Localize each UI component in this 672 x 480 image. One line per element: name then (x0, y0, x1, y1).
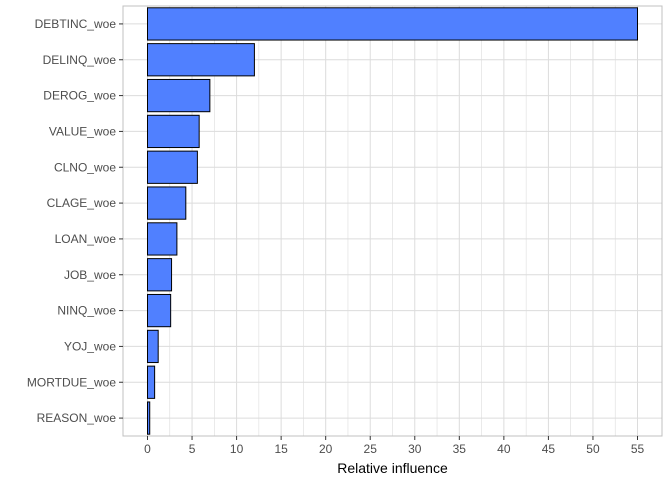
x-tick-label: 25 (364, 442, 378, 456)
bar-loan-woe (147, 222, 178, 256)
x-tick-label: 35 (453, 442, 467, 456)
y-tick-label: LOAN_woe (55, 232, 117, 246)
bar-clage-woe (147, 186, 187, 220)
y-tick-label: DEROG_woe (43, 89, 116, 103)
y-tick-label: DELINQ_woe (43, 53, 117, 67)
y-tick-label: MORTDUE_woe (27, 375, 116, 389)
y-tick-label: VALUE_woe (49, 124, 116, 138)
x-axis-ticks: 0 5 10 15 20 25 30 35 40 45 50 55 (144, 436, 644, 456)
bar-debtinc-woe (147, 7, 638, 41)
bar-clno-woe (147, 150, 198, 184)
x-tick-label: 40 (497, 442, 511, 456)
bar-mortdue-woe (147, 365, 156, 399)
x-axis-title: Relative influence (337, 460, 448, 476)
bar-job-woe (147, 258, 173, 292)
x-tick-label: 0 (144, 442, 151, 456)
x-tick-label: 45 (542, 442, 556, 456)
bar-reason-woe (147, 401, 151, 435)
y-axis-ticks: DEBTINC_woe DELINQ_woe DEROG_woe VALUE_woe C… (27, 17, 123, 425)
y-tick-label: YOJ_woe (64, 339, 116, 353)
bar-yoj-woe (147, 329, 159, 364)
x-tick-label: 55 (631, 442, 645, 456)
plot-border (122, 5, 663, 437)
x-tick-label: 15 (274, 442, 288, 456)
bar-ninq-woe (147, 293, 172, 328)
grid-lines (123, 6, 662, 436)
y-tick-label: REASON_woe (37, 411, 117, 425)
x-tick-label: 30 (408, 442, 422, 456)
y-tick-label: JOB_woe (64, 268, 116, 282)
x-tick-label: 20 (319, 442, 333, 456)
y-tick-label: DEBTINC_woe (35, 17, 117, 31)
x-tick-label: 5 (189, 442, 196, 456)
x-tick-label: 10 (230, 442, 244, 456)
bar-derog-woe (147, 78, 211, 113)
y-tick-label: NINQ_woe (57, 304, 116, 318)
bar-delinq-woe (147, 43, 255, 77)
x-tick-label: 50 (586, 442, 600, 456)
y-tick-label: CLAGE_woe (47, 196, 117, 210)
y-tick-label: CLNO_woe (54, 160, 116, 174)
bar-value-woe (147, 114, 200, 149)
bars (147, 7, 638, 435)
